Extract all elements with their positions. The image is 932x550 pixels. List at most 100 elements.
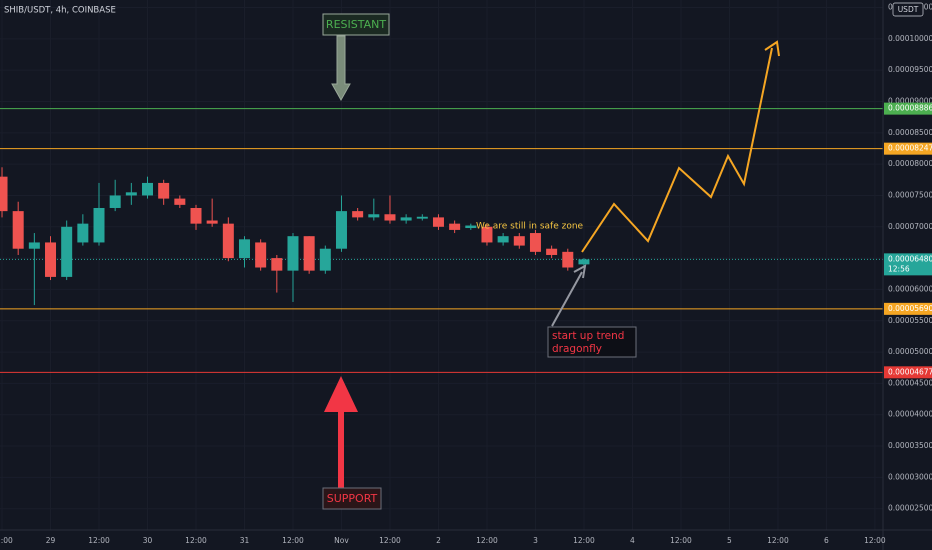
y-tick-label: 0.00006000 bbox=[888, 284, 932, 293]
current-price-label: 0.00006480 bbox=[888, 254, 932, 263]
level-badge bbox=[884, 142, 932, 155]
x-tick-label: 12:00 bbox=[864, 536, 886, 545]
levels bbox=[0, 108, 883, 373]
x-tick-label: 12:00 bbox=[573, 536, 595, 545]
candle-body bbox=[238, 239, 250, 259]
candle-body bbox=[352, 211, 364, 218]
candle-body bbox=[28, 242, 40, 249]
candle-body bbox=[287, 236, 299, 271]
x-tick-label: 6 bbox=[824, 536, 829, 545]
pointer-arrow bbox=[551, 271, 583, 327]
candle-body bbox=[416, 216, 428, 219]
candle-body bbox=[45, 242, 57, 277]
x-tick-label: 12:00 bbox=[670, 536, 692, 545]
countdown-label: 12:56 bbox=[888, 264, 910, 273]
y-tick-label: 0.00002500 bbox=[888, 504, 932, 513]
y-tick-label: 0.00008500 bbox=[888, 128, 932, 137]
y-tick-label: 0.00005000 bbox=[888, 347, 932, 356]
candle-body bbox=[77, 223, 89, 243]
level-label: 0.00004677 bbox=[888, 367, 932, 376]
level-label: 0.00008247 bbox=[888, 144, 932, 153]
y-tick-label: 0.00003000 bbox=[888, 472, 932, 481]
axes: 0.000105000.000100000.000095000.00009000… bbox=[0, 3, 932, 545]
candle-body bbox=[497, 236, 509, 243]
current-price-badge bbox=[884, 253, 932, 276]
y-tick-label: 0.00004000 bbox=[888, 410, 932, 419]
resistant-box bbox=[322, 13, 390, 36]
uptrend-box bbox=[547, 326, 637, 358]
candle-body bbox=[481, 226, 493, 243]
uptrend-label: start up trend bbox=[552, 330, 624, 342]
x-tick-label: 12:00 bbox=[0, 536, 13, 545]
support-label: SUPPORT bbox=[327, 492, 378, 505]
y-tick-label: 0.00008000 bbox=[888, 159, 932, 168]
x-tick-label: 4 bbox=[630, 536, 635, 545]
x-tick-label: 12:00 bbox=[185, 536, 207, 545]
candle-body bbox=[513, 236, 525, 246]
x-tick-label: 12:00 bbox=[476, 536, 498, 545]
chart-title: SHIB/USDT, 4h, COINBASE bbox=[4, 6, 116, 16]
currency-badge bbox=[892, 2, 924, 17]
x-tick-label: 12:00 bbox=[88, 536, 110, 545]
y-tick-label: 0.00007500 bbox=[888, 190, 932, 199]
x-tick-label: Nov bbox=[334, 536, 349, 545]
candle-body bbox=[368, 214, 380, 218]
candle-body bbox=[222, 223, 234, 259]
candles bbox=[0, 167, 590, 306]
candle-body bbox=[384, 214, 396, 221]
level-label: 0.00008886 bbox=[888, 104, 932, 113]
y-tick-label: 0.00003500 bbox=[888, 441, 932, 450]
candle-body bbox=[206, 220, 218, 224]
grid bbox=[0, 0, 883, 530]
candle-body bbox=[158, 182, 170, 199]
candle-body bbox=[529, 233, 541, 252]
level-badge bbox=[884, 302, 932, 315]
candle-body bbox=[125, 192, 137, 196]
y-tick-label: 0.00004500 bbox=[888, 378, 932, 387]
support-arrow bbox=[324, 376, 358, 488]
x-tick-label: 30 bbox=[143, 536, 153, 545]
y-tick-label: 0.00010000 bbox=[888, 34, 932, 43]
uptrend-label: dragonfly bbox=[552, 343, 602, 355]
candle-body bbox=[61, 226, 73, 277]
candle-body bbox=[255, 242, 267, 268]
x-tick-label: 29 bbox=[46, 536, 56, 545]
safe-zone-label: We are still in safe zone bbox=[476, 222, 584, 232]
resistant-arrow bbox=[331, 35, 351, 102]
candle-body bbox=[432, 217, 444, 227]
projection-arrowhead bbox=[764, 40, 780, 57]
candle-body bbox=[319, 248, 331, 271]
x-tick-label: 31 bbox=[240, 536, 250, 545]
candle-body bbox=[465, 225, 477, 229]
candle-body bbox=[400, 217, 412, 221]
level-badge bbox=[884, 366, 932, 379]
projection-line bbox=[581, 47, 773, 253]
y-tick-label: 0.00009500 bbox=[888, 65, 932, 74]
candle-body bbox=[449, 223, 461, 230]
pointer-arrowhead bbox=[573, 264, 587, 279]
x-tick-label: 5 bbox=[727, 536, 732, 545]
x-tick-label: 12:00 bbox=[767, 536, 789, 545]
candle-body bbox=[109, 195, 121, 208]
candle-body bbox=[0, 176, 8, 212]
level-badge bbox=[884, 102, 932, 115]
level-label: 0.00005690 bbox=[888, 304, 932, 313]
x-tick-label: 12:00 bbox=[379, 536, 401, 545]
support-box bbox=[322, 487, 382, 510]
candle-body bbox=[142, 182, 154, 196]
y-tick-label: 0.00005500 bbox=[888, 316, 932, 325]
candle-body bbox=[12, 211, 24, 249]
candle-body bbox=[546, 248, 558, 255]
candle-body bbox=[578, 259, 590, 265]
resistant-label: RESISTANT bbox=[326, 18, 386, 31]
x-tick-label: 12:00 bbox=[282, 536, 304, 545]
candle-body bbox=[190, 207, 202, 224]
x-tick-label: 2 bbox=[436, 536, 441, 545]
x-tick-label: 3 bbox=[533, 536, 538, 545]
currency-label: USDT bbox=[898, 5, 919, 14]
candle-body bbox=[271, 258, 283, 271]
y-tick-label: 0.00007000 bbox=[888, 222, 932, 231]
candle-body bbox=[335, 211, 347, 249]
